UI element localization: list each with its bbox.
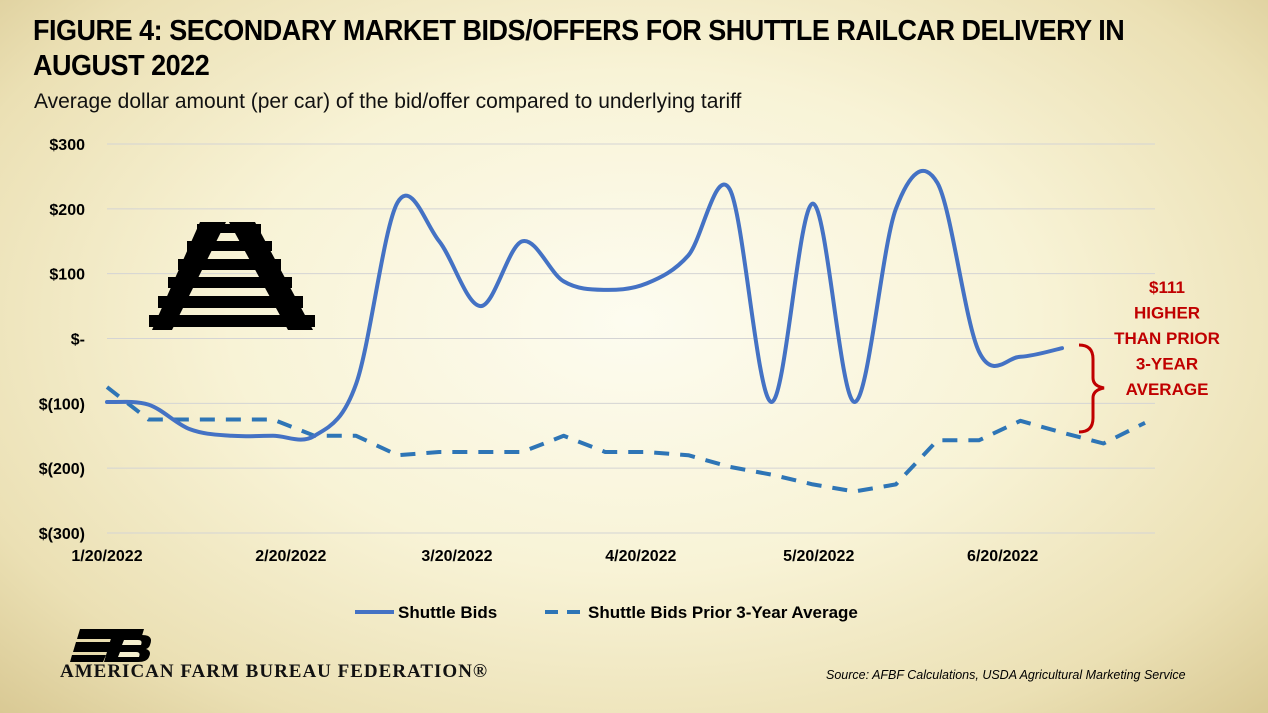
legend-label-shuttle-bids: Shuttle Bids <box>398 603 497 622</box>
y-tick-label: $(200) <box>39 461 85 478</box>
y-tick-label: $- <box>71 332 85 349</box>
legend: Shuttle Bids Shuttle Bids Prior 3-Year A… <box>355 603 858 622</box>
organization-name: AMERICAN FARM BUREAU FEDERATION® <box>60 661 489 682</box>
x-tick-label: 2/20/2022 <box>255 548 326 565</box>
annotation-line: 3-YEAR <box>1136 355 1198 374</box>
x-tick-label: 1/20/2022 <box>71 548 142 565</box>
x-tick-label: 4/20/2022 <box>605 548 676 565</box>
chart-subtitle: Average dollar amount (per car) of the b… <box>34 90 742 113</box>
x-tick-label: 5/20/2022 <box>783 548 854 565</box>
y-tick-label: $(300) <box>39 526 85 543</box>
chart-title: FIGURE 4: SECONDARY MARKET BIDS/OFFERS F… <box>33 15 1125 82</box>
y-tick-label: $100 <box>49 267 85 284</box>
gridlines <box>107 143 1155 534</box>
y-tick-label: $(100) <box>39 396 85 413</box>
series-line-prior-average <box>105 385 1146 494</box>
y-axis-ticks: $300 $200 $100 $- $(100) $(200) $(300) <box>39 137 85 543</box>
y-tick-label: $300 <box>49 137 85 154</box>
legend-label-prior-average: Shuttle Bids Prior 3-Year Average <box>588 603 858 622</box>
x-tick-label: 3/20/2022 <box>421 548 492 565</box>
annotation-line: $111 <box>1149 278 1185 297</box>
series-lines <box>105 169 1146 494</box>
y-tick-label: $200 <box>49 202 85 219</box>
x-tick-label: 6/20/2022 <box>967 548 1038 565</box>
x-axis-ticks: 1/20/2022 2/20/2022 3/20/2022 4/20/2022 5/20… <box>71 548 1038 565</box>
annotation-line: AVERAGE <box>1126 380 1209 399</box>
difference-bracket <box>1078 343 1105 434</box>
annotation-line: THAN PRIOR <box>1114 329 1220 348</box>
afbf-logo <box>70 629 151 662</box>
railroad-track-icon <box>149 222 315 330</box>
annotation-line: HIGHER <box>1134 304 1200 323</box>
source-note: Source: AFBF Calculations, USDA Agricult… <box>826 668 1186 682</box>
series-line-shuttle-bids <box>105 169 1064 442</box>
difference-annotation: $111 HIGHER THAN PRIOR 3-YEAR AVERAGE <box>1114 278 1220 399</box>
